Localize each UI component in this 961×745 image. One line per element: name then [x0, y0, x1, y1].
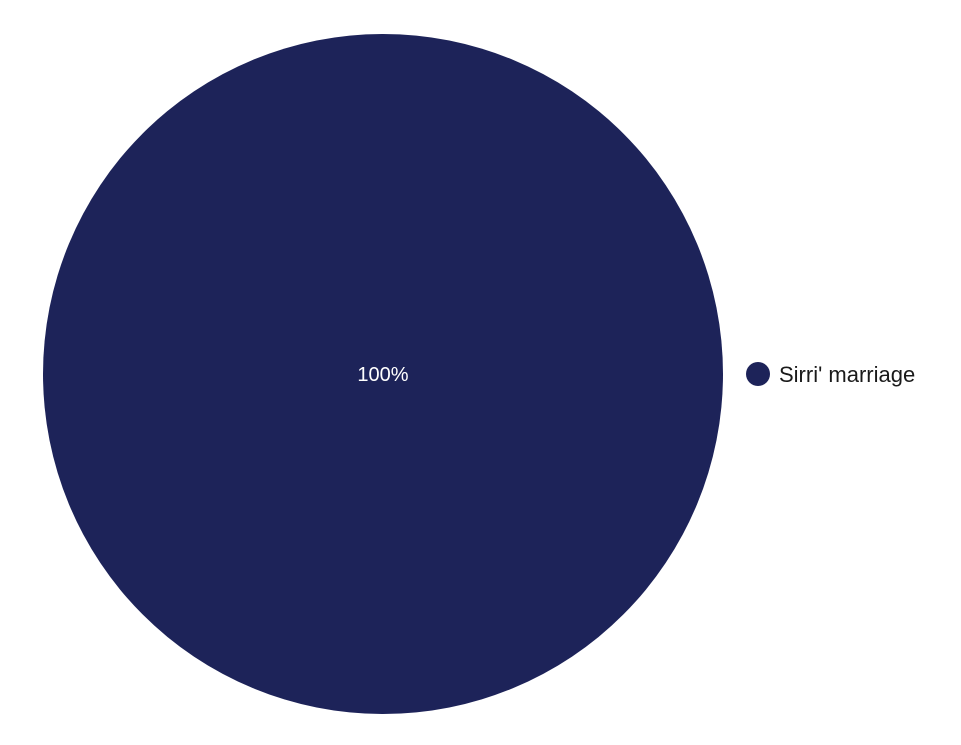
legend: Sirri' marriage [746, 362, 915, 387]
legend-item[interactable]: Sirri' marriage [746, 362, 915, 387]
pie-slice[interactable] [43, 34, 723, 714]
pie-slice-label: 100% [357, 364, 408, 386]
pie-slice-labels: 100% [357, 364, 408, 386]
pie-slices [43, 34, 723, 714]
legend-marker [746, 362, 770, 386]
legend-label: Sirri' marriage [779, 362, 915, 387]
